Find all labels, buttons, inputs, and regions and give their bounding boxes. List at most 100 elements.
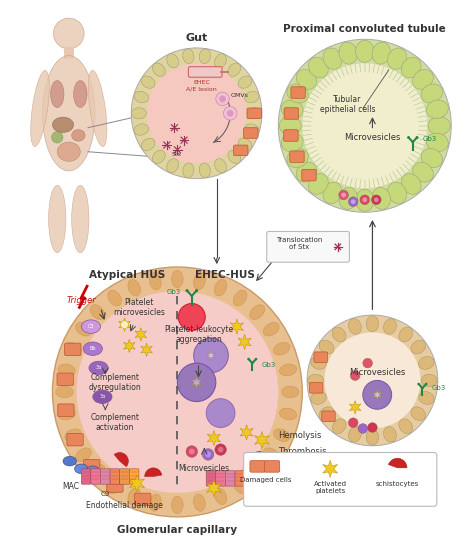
Text: C9: C9 <box>100 491 110 497</box>
Ellipse shape <box>281 133 303 152</box>
Circle shape <box>350 371 360 381</box>
Polygon shape <box>349 400 361 414</box>
Ellipse shape <box>183 163 194 178</box>
Text: Trigger: Trigger <box>67 296 97 305</box>
Ellipse shape <box>215 54 227 68</box>
Ellipse shape <box>238 138 252 151</box>
Polygon shape <box>141 343 153 356</box>
Circle shape <box>358 423 368 433</box>
Ellipse shape <box>63 456 76 466</box>
Ellipse shape <box>372 188 391 210</box>
Ellipse shape <box>89 361 108 375</box>
Circle shape <box>425 383 428 385</box>
Ellipse shape <box>366 316 379 332</box>
Circle shape <box>131 48 262 178</box>
Ellipse shape <box>250 305 264 319</box>
Ellipse shape <box>419 391 434 404</box>
Ellipse shape <box>149 494 161 511</box>
FancyBboxPatch shape <box>254 471 264 486</box>
Ellipse shape <box>86 466 100 475</box>
FancyBboxPatch shape <box>135 493 151 505</box>
Ellipse shape <box>264 448 279 461</box>
FancyBboxPatch shape <box>189 66 222 77</box>
Ellipse shape <box>348 319 361 334</box>
Circle shape <box>185 289 189 292</box>
Ellipse shape <box>72 185 89 252</box>
Circle shape <box>341 192 346 197</box>
Ellipse shape <box>421 84 443 103</box>
Circle shape <box>407 136 410 139</box>
Polygon shape <box>240 425 253 440</box>
Circle shape <box>178 303 205 331</box>
Text: C3: C3 <box>88 324 94 329</box>
Ellipse shape <box>108 478 121 494</box>
Circle shape <box>219 95 226 102</box>
Circle shape <box>351 199 356 204</box>
Circle shape <box>374 197 379 202</box>
Ellipse shape <box>153 63 165 76</box>
Circle shape <box>224 107 237 120</box>
Text: Peritubular capillary: Peritubular capillary <box>316 453 429 464</box>
Ellipse shape <box>339 42 357 64</box>
Ellipse shape <box>141 138 155 151</box>
Ellipse shape <box>228 150 241 163</box>
FancyBboxPatch shape <box>322 411 335 421</box>
Ellipse shape <box>73 80 87 108</box>
Ellipse shape <box>53 117 73 132</box>
Ellipse shape <box>65 343 82 355</box>
Ellipse shape <box>90 464 105 479</box>
Ellipse shape <box>76 323 91 336</box>
Ellipse shape <box>311 391 326 404</box>
Ellipse shape <box>411 340 426 354</box>
FancyBboxPatch shape <box>100 469 110 484</box>
Ellipse shape <box>280 408 297 420</box>
Text: Gb3: Gb3 <box>432 385 446 391</box>
Ellipse shape <box>42 56 95 171</box>
Text: Thrombosis: Thrombosis <box>278 447 327 456</box>
Circle shape <box>307 315 438 446</box>
Circle shape <box>363 381 392 410</box>
Ellipse shape <box>245 91 259 103</box>
Text: Gb3: Gb3 <box>422 136 437 142</box>
Ellipse shape <box>93 390 112 404</box>
Ellipse shape <box>383 319 396 334</box>
Polygon shape <box>238 334 251 349</box>
Circle shape <box>416 136 419 139</box>
Bar <box>64 47 73 58</box>
Circle shape <box>206 399 235 428</box>
Circle shape <box>348 418 358 428</box>
Text: Gut: Gut <box>185 33 208 43</box>
Ellipse shape <box>319 340 334 354</box>
Wedge shape <box>388 458 407 468</box>
Text: Proximal convoluted tubule: Proximal convoluted tubule <box>283 24 446 34</box>
Ellipse shape <box>427 100 448 118</box>
FancyBboxPatch shape <box>91 469 100 484</box>
FancyBboxPatch shape <box>57 373 73 385</box>
Ellipse shape <box>193 273 205 290</box>
Ellipse shape <box>323 48 342 69</box>
Ellipse shape <box>74 464 88 474</box>
FancyBboxPatch shape <box>302 169 316 181</box>
Polygon shape <box>129 474 145 492</box>
FancyBboxPatch shape <box>267 232 349 262</box>
Ellipse shape <box>413 162 433 182</box>
FancyBboxPatch shape <box>235 471 245 486</box>
Circle shape <box>52 131 63 143</box>
FancyBboxPatch shape <box>67 434 83 446</box>
Circle shape <box>339 190 348 200</box>
FancyBboxPatch shape <box>244 452 437 507</box>
FancyBboxPatch shape <box>290 151 304 162</box>
Ellipse shape <box>264 323 279 336</box>
Ellipse shape <box>167 159 179 173</box>
FancyBboxPatch shape <box>314 352 328 362</box>
Ellipse shape <box>108 290 121 306</box>
Ellipse shape <box>323 182 342 204</box>
Ellipse shape <box>319 407 334 421</box>
FancyBboxPatch shape <box>64 343 81 356</box>
Polygon shape <box>124 339 135 353</box>
Ellipse shape <box>228 63 241 76</box>
Ellipse shape <box>128 488 140 504</box>
Ellipse shape <box>401 57 421 78</box>
Ellipse shape <box>311 356 326 369</box>
Circle shape <box>218 446 224 452</box>
